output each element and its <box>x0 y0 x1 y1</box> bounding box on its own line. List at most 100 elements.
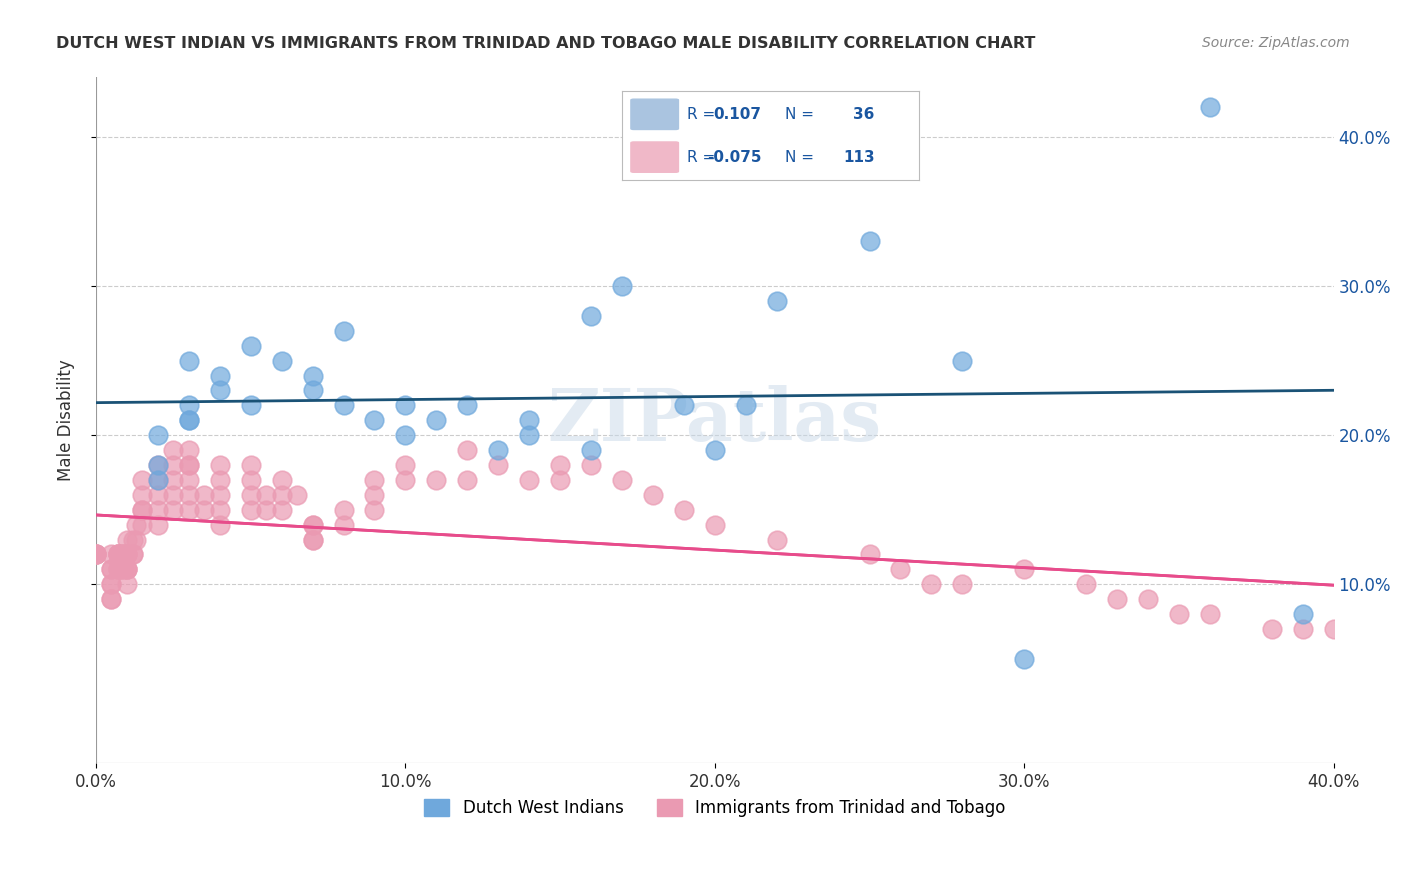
Point <box>177 458 200 472</box>
Point <box>1199 607 1222 621</box>
Point <box>84 548 107 562</box>
Point <box>208 384 231 398</box>
Point <box>112 562 135 576</box>
Point <box>146 458 169 472</box>
Point <box>610 473 633 487</box>
Point <box>486 458 509 472</box>
Point <box>270 473 292 487</box>
Point <box>517 428 540 442</box>
Point <box>734 398 756 412</box>
Point <box>146 473 169 487</box>
Point <box>177 353 200 368</box>
Point <box>1385 637 1406 651</box>
Point <box>579 309 602 323</box>
Point <box>1323 622 1346 636</box>
Point <box>610 279 633 293</box>
Point <box>672 398 695 412</box>
Point <box>100 577 122 591</box>
Point <box>131 488 153 502</box>
Point <box>254 502 277 516</box>
Point <box>177 443 200 458</box>
Point <box>100 592 122 607</box>
Point <box>239 458 262 472</box>
Point <box>950 577 973 591</box>
Point <box>107 548 129 562</box>
Point <box>254 488 277 502</box>
Point <box>363 502 385 516</box>
Point <box>1105 592 1128 607</box>
Point <box>703 517 725 532</box>
Point <box>208 517 231 532</box>
Point <box>100 577 122 591</box>
Point <box>131 517 153 532</box>
Point <box>115 548 138 562</box>
Point <box>456 398 478 412</box>
Point <box>858 548 880 562</box>
Point <box>301 368 323 383</box>
Point <box>394 398 416 412</box>
Point <box>112 548 135 562</box>
Point <box>208 488 231 502</box>
Point <box>131 502 153 516</box>
Point <box>115 562 138 576</box>
Point <box>122 548 145 562</box>
Point <box>177 458 200 472</box>
Point <box>162 443 184 458</box>
Point <box>122 533 145 547</box>
Text: Source: ZipAtlas.com: Source: ZipAtlas.com <box>1202 36 1350 50</box>
Point <box>1199 100 1222 114</box>
Point <box>84 548 107 562</box>
Point <box>301 533 323 547</box>
Point <box>270 502 292 516</box>
Point <box>394 428 416 442</box>
Point <box>579 458 602 472</box>
Point <box>131 502 153 516</box>
Point <box>115 577 138 591</box>
Point <box>858 235 880 249</box>
Point <box>115 533 138 547</box>
Point <box>332 517 354 532</box>
Point <box>239 502 262 516</box>
Point <box>177 488 200 502</box>
Point <box>110 548 132 562</box>
Point <box>889 562 911 576</box>
Point <box>765 533 787 547</box>
Point <box>301 517 323 532</box>
Point <box>162 458 184 472</box>
Text: ZIPatlas: ZIPatlas <box>548 384 882 456</box>
Point <box>193 502 215 516</box>
Point <box>146 473 169 487</box>
Point <box>456 473 478 487</box>
Y-axis label: Male Disability: Male Disability <box>58 359 75 481</box>
Point <box>162 488 184 502</box>
Point <box>239 473 262 487</box>
Point <box>107 548 129 562</box>
Point <box>672 502 695 516</box>
Point <box>1261 622 1284 636</box>
Point <box>208 502 231 516</box>
Point <box>1074 577 1097 591</box>
Point <box>301 517 323 532</box>
Point <box>107 548 129 562</box>
Point <box>239 339 262 353</box>
Point <box>100 562 122 576</box>
Point <box>193 488 215 502</box>
Point <box>84 548 107 562</box>
Point <box>177 473 200 487</box>
Point <box>107 562 129 576</box>
Point <box>239 488 262 502</box>
Point <box>425 413 447 427</box>
Point <box>1292 607 1315 621</box>
Point <box>208 368 231 383</box>
Text: DUTCH WEST INDIAN VS IMMIGRANTS FROM TRINIDAD AND TOBAGO MALE DISABILITY CORRELA: DUTCH WEST INDIAN VS IMMIGRANTS FROM TRI… <box>56 36 1036 51</box>
Point <box>950 353 973 368</box>
Point <box>122 548 145 562</box>
Point <box>177 502 200 516</box>
Point <box>1012 562 1035 576</box>
Point <box>146 488 169 502</box>
Point <box>115 562 138 576</box>
Point <box>920 577 942 591</box>
Point <box>270 353 292 368</box>
Point <box>548 473 571 487</box>
Point <box>125 517 148 532</box>
